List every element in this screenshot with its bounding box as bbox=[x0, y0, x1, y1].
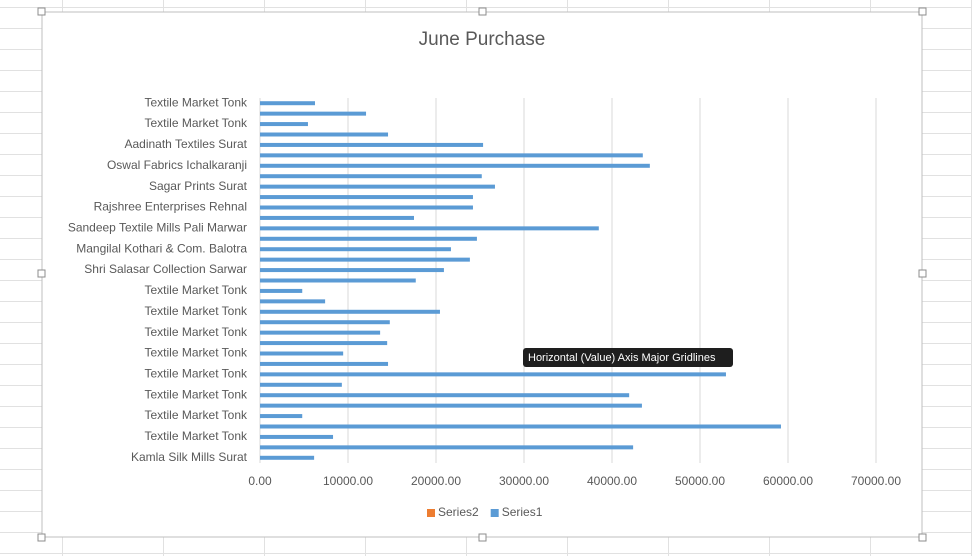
y-tick-label: Sandeep Textile Mills Pali Marwar bbox=[68, 221, 247, 235]
bar bbox=[260, 351, 344, 356]
bar bbox=[260, 215, 414, 220]
bar bbox=[260, 341, 388, 346]
tooltip-text: Horizontal (Value) Axis Major Gridlines bbox=[528, 352, 716, 364]
y-tick-label: Aadinath Textiles Surat bbox=[124, 137, 247, 151]
bar bbox=[260, 122, 308, 127]
bar bbox=[260, 142, 484, 147]
legend-swatch bbox=[490, 509, 499, 517]
bar bbox=[260, 111, 367, 116]
selection-handles[interactable] bbox=[37, 7, 927, 542]
y-tick-label: Textile Market Tonk bbox=[145, 408, 248, 422]
x-tick-label: 30000.00 bbox=[499, 474, 549, 488]
bar bbox=[260, 330, 381, 335]
y-tick-label: Rajshree Enterprises Rehnal bbox=[94, 200, 247, 214]
tooltip-box bbox=[523, 348, 733, 367]
x-tick-label: 70000.00 bbox=[851, 474, 901, 488]
bar bbox=[260, 414, 303, 419]
bar bbox=[260, 288, 303, 293]
chart-area[interactable] bbox=[41, 11, 923, 538]
y-tick-label: Textile Market Tonk bbox=[145, 346, 248, 360]
tooltip: Horizontal (Value) Axis Major Gridlines bbox=[523, 348, 733, 367]
bar bbox=[260, 320, 390, 325]
bar bbox=[260, 372, 726, 377]
bar bbox=[260, 184, 495, 189]
y-tick-label: Textile Market Tonk bbox=[145, 387, 248, 401]
y-tick-label: Textile Market Tonk bbox=[145, 304, 248, 318]
x-tick-label: 20000.00 bbox=[411, 474, 461, 488]
y-tick-label: Textile Market Tonk bbox=[145, 116, 248, 130]
x-tick-label: 60000.00 bbox=[763, 474, 813, 488]
y-tick-label: Textile Market Tonk bbox=[145, 325, 248, 339]
y-tick-label: Mangilal Kothari & Com. Balotra bbox=[76, 241, 247, 255]
bar bbox=[260, 257, 470, 262]
y-tick-label: Oswal Fabrics Ichalkaranji bbox=[107, 158, 247, 172]
bar bbox=[260, 445, 634, 450]
bar bbox=[260, 382, 342, 387]
bar bbox=[260, 236, 477, 241]
bar bbox=[260, 361, 389, 366]
bar bbox=[260, 101, 315, 106]
y-tick-label: Shri Salasar Collection Sarwar bbox=[84, 262, 247, 276]
bar bbox=[260, 205, 473, 210]
y-tick-label: Textile Market Tonk bbox=[145, 95, 248, 109]
legend-swatch bbox=[427, 509, 435, 517]
bar bbox=[260, 153, 643, 158]
bar bbox=[260, 278, 416, 283]
bar bbox=[260, 393, 630, 398]
bar bbox=[260, 132, 389, 137]
bar bbox=[260, 174, 482, 179]
chart-title: June Purchase bbox=[419, 29, 546, 50]
bar bbox=[260, 309, 440, 314]
bar bbox=[260, 403, 642, 408]
bar bbox=[260, 434, 334, 439]
bar bbox=[260, 268, 444, 273]
bar bbox=[260, 299, 326, 304]
y-tick-label: Textile Market Tonk bbox=[145, 367, 248, 381]
bar bbox=[260, 455, 315, 460]
x-tick-label: 50000.00 bbox=[675, 474, 725, 488]
x-tick-label: 10000.00 bbox=[323, 474, 373, 488]
bar bbox=[260, 163, 650, 168]
labels: 0.00 10000.00 20000.00 30000.00 40000.00 5000… bbox=[68, 95, 902, 488]
bar bbox=[260, 247, 451, 252]
legend-label: Series1 bbox=[502, 505, 543, 519]
bar bbox=[260, 226, 599, 231]
y-tick-label: Textile Market Tonk bbox=[145, 429, 248, 443]
y-tick-label: Textile Market Tonk bbox=[145, 283, 248, 297]
bars bbox=[260, 101, 781, 460]
x-tick-label: 0.00 bbox=[248, 474, 272, 488]
y-tick-label: Sagar Prints Surat bbox=[149, 179, 248, 193]
y-tick-label: Kamla Silk Mills Surat bbox=[131, 450, 248, 464]
x-tick-label: 40000.00 bbox=[587, 474, 637, 488]
bar bbox=[260, 195, 473, 200]
legend: Series2 Series1 bbox=[427, 505, 543, 519]
legend-label: Series2 bbox=[438, 505, 479, 519]
bar bbox=[260, 424, 781, 429]
